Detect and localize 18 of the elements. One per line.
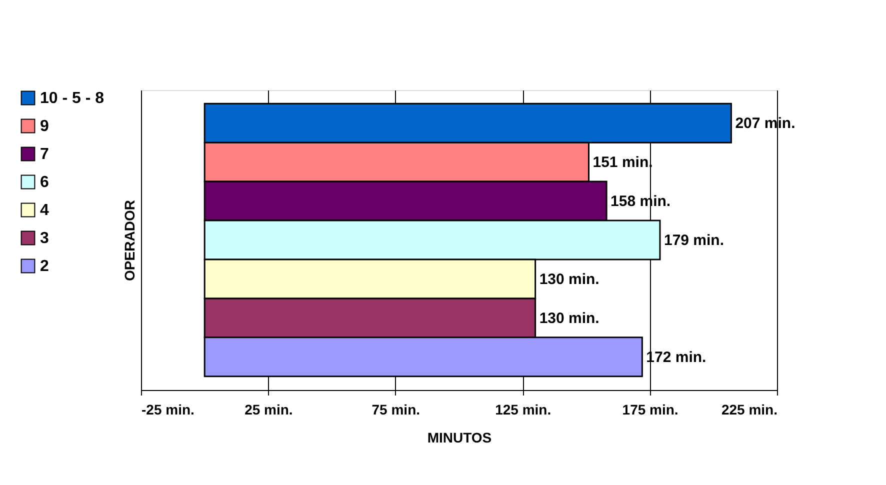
x-axis-title: MINUTOS <box>427 430 492 446</box>
legend-label: 7 <box>40 146 49 163</box>
x-tick-label: 125 min. <box>495 402 552 418</box>
legend-label: 4 <box>40 202 49 219</box>
x-tick-label: 225 min. <box>721 402 778 418</box>
x-tick-label: 25 min. <box>244 402 293 418</box>
legend-label: 9 <box>40 118 49 135</box>
x-tick-label: -25 min. <box>142 402 194 418</box>
data-label: 130 min. <box>539 310 600 327</box>
y-axis-title: OPERADOR <box>122 200 138 281</box>
data-label: 179 min. <box>664 232 724 249</box>
legend-label: 2 <box>40 258 49 275</box>
legend-label: 10 - 5 - 8 <box>40 90 104 107</box>
legend-label: 3 <box>40 230 49 247</box>
legend-label: 6 <box>40 174 49 191</box>
data-label: 130 min. <box>539 270 600 288</box>
x-tick-label: 75 min. <box>372 402 420 418</box>
x-tick-label: 175 min. <box>622 402 678 418</box>
